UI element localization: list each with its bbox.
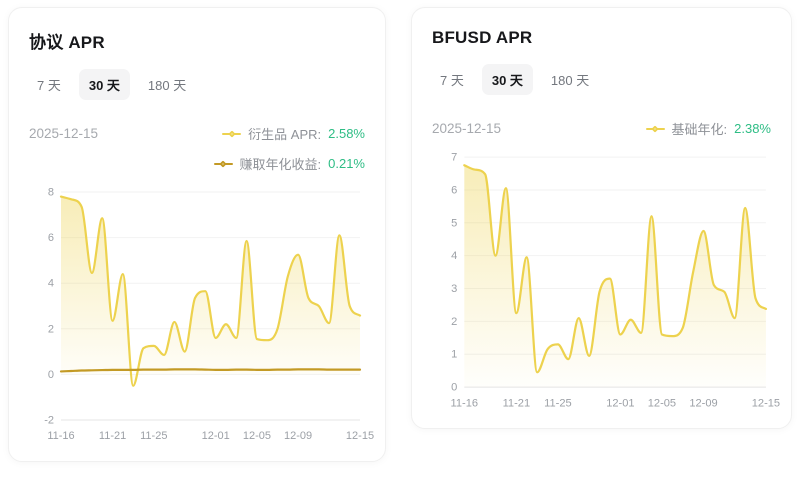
chart-date: 2025-12-15 xyxy=(29,126,99,141)
svg-text:3: 3 xyxy=(451,283,457,295)
range-tabs: 7 天 30 天 180 天 xyxy=(430,64,773,95)
svg-text:11-25: 11-25 xyxy=(544,397,572,409)
svg-text:6: 6 xyxy=(451,184,457,196)
card-title: BFUSD APR xyxy=(432,28,533,47)
svg-text:2: 2 xyxy=(451,316,457,328)
legend: 基础年化: 2.38% xyxy=(645,119,771,138)
tab-180d[interactable]: 180 天 xyxy=(138,69,196,100)
svg-text:2: 2 xyxy=(48,323,54,335)
legend: 衍生品 APR: 2.58% 赚取年化收益: 0.21% xyxy=(213,124,365,173)
legend-label: 衍生品 APR: xyxy=(248,127,322,142)
legend-label: 赚取年化收益: xyxy=(239,157,322,172)
chart-meta: 2025-12-15 衍生品 APR: 2.58% 赚取年化收益: 0.21% xyxy=(29,124,365,173)
range-tabs: 7 天 30 天 180 天 xyxy=(27,69,367,100)
line-diamond-marker-icon xyxy=(222,129,242,138)
legend-item-earn-apy[interactable]: 赚取年化收益: 0.21% xyxy=(213,154,365,173)
svg-text:8: 8 xyxy=(48,187,54,199)
svg-text:12-15: 12-15 xyxy=(752,397,780,409)
svg-text:7: 7 xyxy=(451,152,457,164)
line-diamond-marker-icon xyxy=(645,124,665,133)
tab-7d[interactable]: 7 天 xyxy=(430,64,474,95)
tab-30d[interactable]: 30 天 xyxy=(78,69,130,100)
line-diamond-marker-icon xyxy=(213,159,233,168)
svg-text:12-01: 12-01 xyxy=(202,430,230,442)
bfusd-apr-chart[interactable]: 7 6 5 4 3 2 1 0 11-16 11-21 11-25 12-01 12-05 12-09 12… xyxy=(430,148,781,414)
svg-text:12-09: 12-09 xyxy=(689,397,717,409)
tab-7d[interactable]: 7 天 xyxy=(27,69,71,100)
card-title: 协议 APR xyxy=(29,33,105,52)
svg-text:4: 4 xyxy=(48,278,54,290)
svg-text:11-16: 11-16 xyxy=(451,397,479,409)
svg-text:4: 4 xyxy=(451,250,457,262)
legend-label: 基础年化: xyxy=(671,122,728,137)
legend-item-base-apy[interactable]: 基础年化: 2.38% xyxy=(645,119,771,138)
legend-value: 2.38% xyxy=(734,121,771,136)
legend-item-derivatives-apr[interactable]: 衍生品 APR: 2.58% xyxy=(222,124,365,143)
svg-text:11-21: 11-21 xyxy=(99,430,126,442)
svg-text:0: 0 xyxy=(48,369,54,381)
chart-date: 2025-12-15 xyxy=(432,121,502,136)
tab-30d[interactable]: 30 天 xyxy=(481,64,533,95)
apr-dashboard: 协议 APR 7 天 30 天 180 天 2025-12-15 衍生品 APR… xyxy=(8,7,792,462)
svg-text:12-15: 12-15 xyxy=(346,430,374,442)
bfusd-apr-card: BFUSD APR 7 天 30 天 180 天 2025-12-15 基础年化… xyxy=(411,7,792,430)
tab-180d[interactable]: 180 天 xyxy=(541,64,599,95)
svg-text:6: 6 xyxy=(48,232,54,244)
svg-text:12-09: 12-09 xyxy=(284,430,312,442)
svg-text:12-01: 12-01 xyxy=(606,397,634,409)
legend-value: 0.21% xyxy=(328,156,365,171)
chart-meta: 2025-12-15 基础年化: 2.38% xyxy=(432,119,771,138)
svg-text:0: 0 xyxy=(451,382,457,394)
svg-text:-2: -2 xyxy=(44,415,54,427)
svg-text:12-05: 12-05 xyxy=(243,430,271,442)
svg-text:5: 5 xyxy=(451,217,457,229)
legend-value: 2.58% xyxy=(328,126,365,141)
svg-text:1: 1 xyxy=(451,349,457,361)
svg-text:12-05: 12-05 xyxy=(648,397,676,409)
svg-text:11-21: 11-21 xyxy=(503,397,531,409)
protocol-apr-card: 协议 APR 7 天 30 天 180 天 2025-12-15 衍生品 APR… xyxy=(8,7,386,462)
protocol-apr-chart[interactable]: 8 6 4 2 0 -2 11-16 11-21 11-25 12-01 12-05 12-09 12-… xyxy=(27,183,374,447)
svg-text:11-16: 11-16 xyxy=(47,430,74,442)
svg-text:11-25: 11-25 xyxy=(140,430,167,442)
